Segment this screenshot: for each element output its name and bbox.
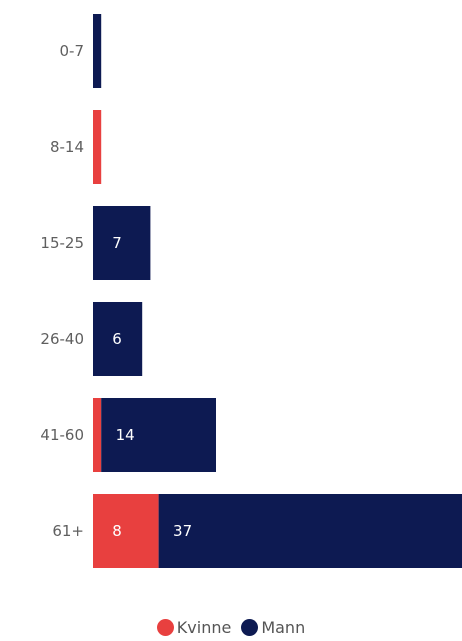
bar-mann-41-60[interactable]: [101, 398, 216, 472]
category-label: 8-14: [50, 138, 84, 156]
chart-legend: Kvinne Mann: [0, 618, 462, 637]
legend-label-mann: Mann: [261, 618, 306, 637]
data-label-mann-41-60: 14: [116, 426, 135, 444]
category-label: 41-60: [40, 426, 84, 444]
category-label: 26-40: [40, 330, 84, 348]
category-label: 15-25: [40, 234, 84, 252]
bar-kvinne-61+[interactable]: [93, 494, 159, 568]
data-label-kvinne-61+: 8: [112, 522, 122, 540]
legend-dot-kvinne: [156, 619, 174, 636]
legend-item-mann[interactable]: Mann: [241, 618, 305, 637]
legend-dot-mann: [241, 619, 259, 636]
bar-kvinne-8-14[interactable]: [93, 110, 102, 184]
category-label: 61+: [52, 522, 84, 540]
bar-mann-61+[interactable]: [158, 494, 462, 568]
data-label-mann-61+: 37: [173, 522, 192, 540]
legend-label-kvinne: Kvinne: [176, 618, 232, 637]
category-label: 0-7: [60, 42, 85, 60]
bar-mann-0-7[interactable]: [93, 14, 102, 88]
bar-mann-26-40[interactable]: [93, 302, 143, 376]
data-label-mann-26-40: 6: [112, 330, 122, 348]
stacked-bar-chart: 0-7 8-14 15-25 7 26-40 6 41-60 14 61+ 8 37: [40, 14, 462, 568]
bar-kvinne-41-60[interactable]: [93, 398, 102, 472]
bar-mann-15-25[interactable]: [93, 206, 151, 280]
data-label-mann-15-25: 7: [112, 234, 122, 252]
legend-item-kvinne[interactable]: Kvinne: [156, 618, 232, 637]
